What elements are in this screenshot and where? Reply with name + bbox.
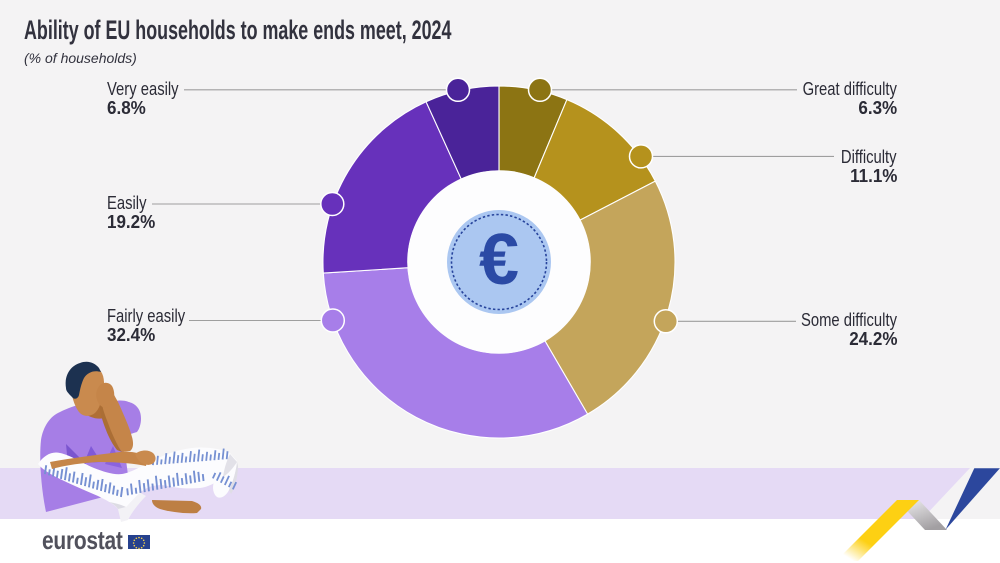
svg-text:€: € — [479, 220, 519, 300]
